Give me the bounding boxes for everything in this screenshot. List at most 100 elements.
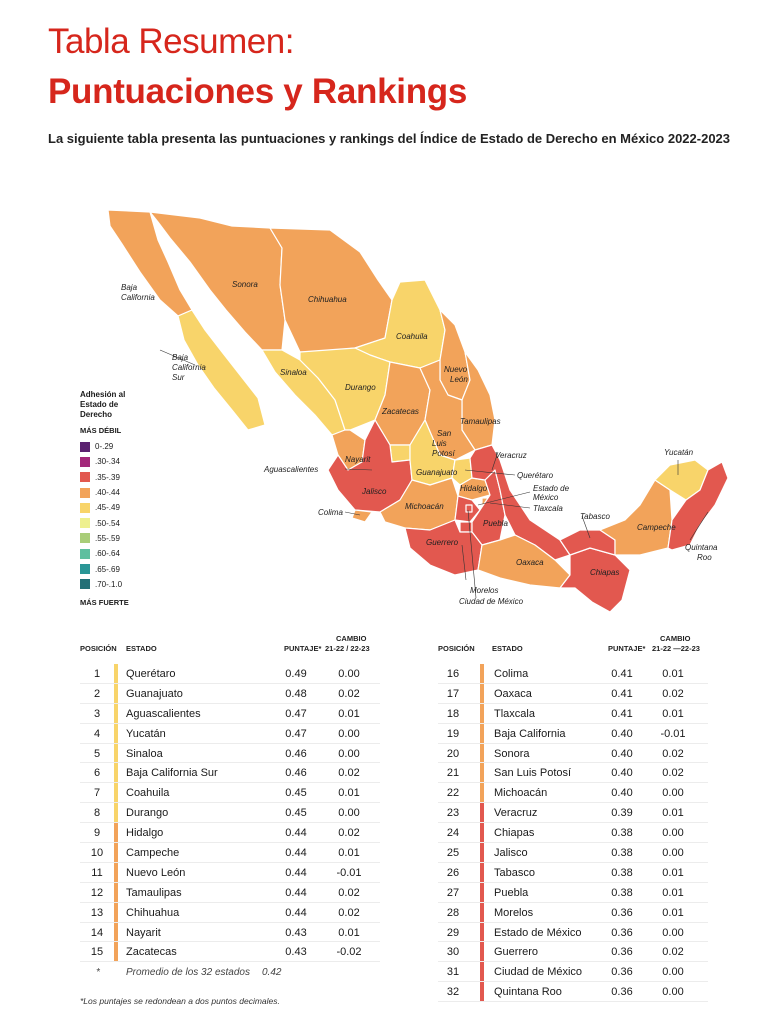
- table-row: 19 Baja California 0.40 -0.01: [438, 723, 708, 744]
- cell-score: 0.38: [611, 827, 633, 840]
- score-color-bar: [480, 942, 484, 962]
- cell-position: 13: [90, 906, 104, 919]
- table-row: 25 Jalisco 0.38 0.00: [438, 843, 708, 863]
- map-label-tamaulipas: Tamaulipas: [460, 417, 501, 426]
- header-state-right: ESTADO: [492, 644, 523, 653]
- cell-score: 0.44: [285, 886, 307, 899]
- score-color-bar: [114, 882, 118, 902]
- cell-change: 0.01: [338, 707, 360, 720]
- legend-item-label: .50-.54: [95, 518, 120, 528]
- cell-score: 0.48: [285, 687, 307, 700]
- map-label-slp-1: San: [437, 429, 452, 438]
- cell-position: 1: [93, 668, 101, 680]
- cell-change: 0.02: [662, 946, 684, 959]
- score-color-bar: [480, 823, 484, 843]
- cell-state: Colima: [494, 668, 529, 680]
- state-chihuahua: [269, 227, 393, 353]
- cell-score: 0.39: [611, 807, 633, 820]
- table-row: 18 Tlaxcala 0.41 0.01: [438, 703, 708, 724]
- legend-item-label: .45-.49: [95, 503, 120, 513]
- state-colima: [351, 509, 373, 523]
- table-row: 27 Puebla 0.38 0.01: [438, 882, 708, 903]
- table-header-left: POSICIÓN ESTADO PUNTAJE* CAMBIO 21-22 / …: [80, 630, 380, 664]
- score-color-bar: [480, 922, 484, 942]
- cell-state: Morelos: [494, 906, 534, 919]
- legend-swatch: [80, 548, 90, 559]
- cell-score: 0.36: [611, 906, 633, 919]
- cell-change: 0.00: [662, 986, 684, 999]
- score-color-bar: [114, 922, 118, 942]
- map-label-colima: Colima: [318, 508, 343, 517]
- table-row: 31 Ciudad de México 0.36 0.00: [438, 962, 708, 983]
- map-label-baja-california-2: California: [121, 293, 155, 302]
- map-label-coahuila: Coahuila: [396, 332, 428, 341]
- cell-state: Aguascalientes: [126, 707, 201, 720]
- cell-position: 28: [446, 906, 460, 919]
- table-row: 7 Coahuila 0.45 0.01: [80, 783, 380, 804]
- average-row: * Promedio de los 32 estados 0.42: [80, 962, 380, 982]
- cell-position: 30: [446, 946, 460, 959]
- cell-position: 29: [446, 926, 460, 939]
- cell-score: 0.38: [611, 886, 633, 899]
- legend-item: .50-.54: [80, 515, 150, 530]
- score-color-bar: [114, 703, 118, 723]
- table-row: 30 Guerrero 0.36 0.02: [438, 942, 708, 963]
- legend-top-label: MÁS DÉBIL: [80, 426, 122, 435]
- cell-change: 0.02: [662, 767, 684, 780]
- cell-score: 0.38: [611, 847, 633, 860]
- legend-item: .55-.59: [80, 531, 150, 546]
- cell-state: Tabasco: [494, 866, 535, 879]
- cell-position: 23: [446, 807, 460, 820]
- map-label-campeche: Campeche: [637, 523, 676, 532]
- cell-score: 0.38: [611, 866, 633, 879]
- cell-change: 0.01: [662, 707, 684, 720]
- header-position-right: POSICIÓN: [438, 644, 475, 653]
- score-color-bar: [480, 763, 484, 783]
- legend-item: .70-.1.0: [80, 577, 150, 592]
- score-color-bar: [114, 843, 118, 862]
- cell-score: 0.36: [611, 946, 633, 959]
- cell-state: Coahuila: [126, 787, 170, 800]
- table-row: 22 Michoacán 0.40 0.00: [438, 783, 708, 804]
- header-change-right: CAMBIO: [660, 634, 691, 643]
- cell-score: 0.47: [285, 727, 307, 740]
- table-row: 13 Chihuahua 0.44 0.02: [80, 902, 380, 923]
- cell-state: Querétaro: [126, 668, 176, 680]
- cell-score: 0.41: [611, 668, 633, 680]
- score-color-bar: [480, 803, 484, 823]
- state-chiapas: [559, 547, 631, 613]
- score-color-bar: [480, 902, 484, 922]
- table-row: 6 Baja California Sur 0.46 0.02: [80, 763, 380, 784]
- map-label-chihuahua: Chihuahua: [308, 295, 347, 304]
- map-label-quintana-roo-2: Roo: [697, 553, 712, 562]
- state-aguascalientes: [389, 444, 411, 463]
- cell-state: Guanajuato: [126, 687, 183, 700]
- cell-score: 0.41: [611, 687, 633, 700]
- map-label-chiapas: Chiapas: [590, 568, 619, 577]
- state-durango: [299, 347, 391, 431]
- average-marker: *: [96, 967, 100, 979]
- cell-score: 0.41: [611, 707, 633, 720]
- legend-item: .30-.34: [80, 454, 150, 469]
- legend-item: .65-.69: [80, 561, 150, 576]
- cell-state: Michoacán: [494, 787, 548, 800]
- cell-position: 27: [446, 886, 460, 899]
- table-row: 23 Veracruz 0.39 0.01: [438, 803, 708, 824]
- mexico-map: Baja California Sonora Chihuahua Coahuil…: [107, 209, 729, 613]
- map-label-edomex-1: Estado de: [533, 484, 570, 493]
- map-label-bcs-1: Baja: [172, 353, 189, 362]
- score-color-bar: [480, 982, 484, 1002]
- score-color-bar: [114, 664, 118, 683]
- cell-state: Chiapas: [494, 827, 535, 840]
- legend-title: Adhesión al Estado de Derecho: [80, 390, 126, 419]
- cell-state: Yucatán: [126, 727, 166, 740]
- cell-position: 17: [446, 687, 460, 700]
- cell-change: 0.01: [338, 926, 360, 939]
- cell-score: 0.45: [285, 787, 307, 800]
- cell-score: 0.46: [285, 747, 307, 760]
- score-color-bar: [114, 902, 118, 922]
- legend-item-label: .30-.34: [95, 457, 120, 467]
- cell-state: Zacatecas: [126, 946, 177, 959]
- legend-swatch: [80, 441, 90, 452]
- cell-change: -0.01: [660, 727, 686, 740]
